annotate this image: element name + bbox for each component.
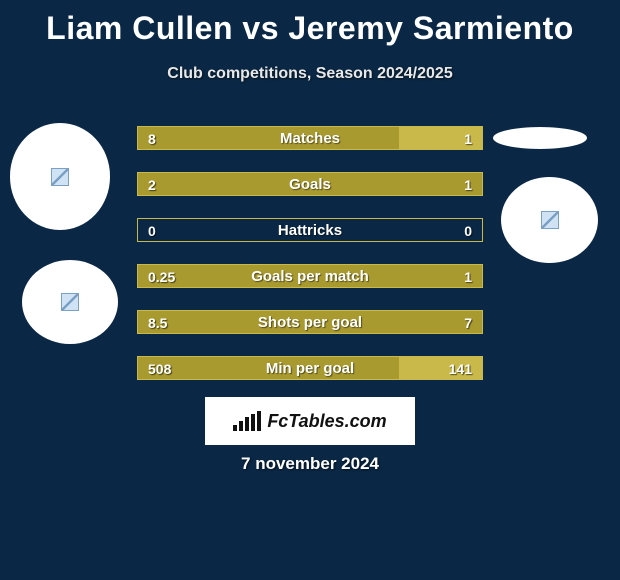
player1-name: Liam Cullen [46, 10, 233, 46]
image-placeholder-icon [61, 293, 79, 311]
subtitle: Club competitions, Season 2024/2025 [0, 65, 620, 83]
stat-label: Matches [138, 127, 482, 151]
stat-label: Goals [138, 173, 482, 197]
stat-label: Shots per goal [138, 311, 482, 335]
vs-text: vs [242, 10, 279, 46]
stat-value-right: 7 [464, 311, 472, 335]
player1-avatar-top [10, 123, 110, 230]
stat-row: 8.5Shots per goal7 [137, 310, 483, 334]
stat-label: Goals per match [138, 265, 482, 289]
player1-avatar-bottom [22, 260, 118, 344]
image-placeholder-icon [541, 211, 559, 229]
page-title: Liam Cullen vs Jeremy Sarmiento [0, 0, 620, 47]
fctables-logo-icon [233, 411, 261, 431]
stat-value-right: 141 [449, 357, 472, 381]
player2-name: Jeremy Sarmiento [288, 10, 573, 46]
stat-value-right: 1 [464, 265, 472, 289]
stat-value-right: 0 [464, 219, 472, 243]
stat-row: 8Matches1 [137, 126, 483, 150]
stat-label: Min per goal [138, 357, 482, 381]
stat-row: 508Min per goal141 [137, 356, 483, 380]
stat-value-right: 1 [464, 173, 472, 197]
stats-container: 8Matches1 2Goals1 0Hattricks0 0.25Goals per… [137, 126, 483, 402]
stat-row: 2Goals1 [137, 172, 483, 196]
stat-row: 0.25Goals per match1 [137, 264, 483, 288]
stat-label: Hattricks [138, 219, 482, 243]
stat-value-right: 1 [464, 127, 472, 151]
player2-avatar-top [493, 127, 587, 149]
brand-badge: FcTables.com [205, 397, 415, 445]
stat-row: 0Hattricks0 [137, 218, 483, 242]
player2-avatar-bottom [501, 177, 598, 263]
date-text: 7 november 2024 [0, 454, 620, 474]
brand-text: FcTables.com [267, 411, 386, 432]
image-placeholder-icon [51, 168, 69, 186]
